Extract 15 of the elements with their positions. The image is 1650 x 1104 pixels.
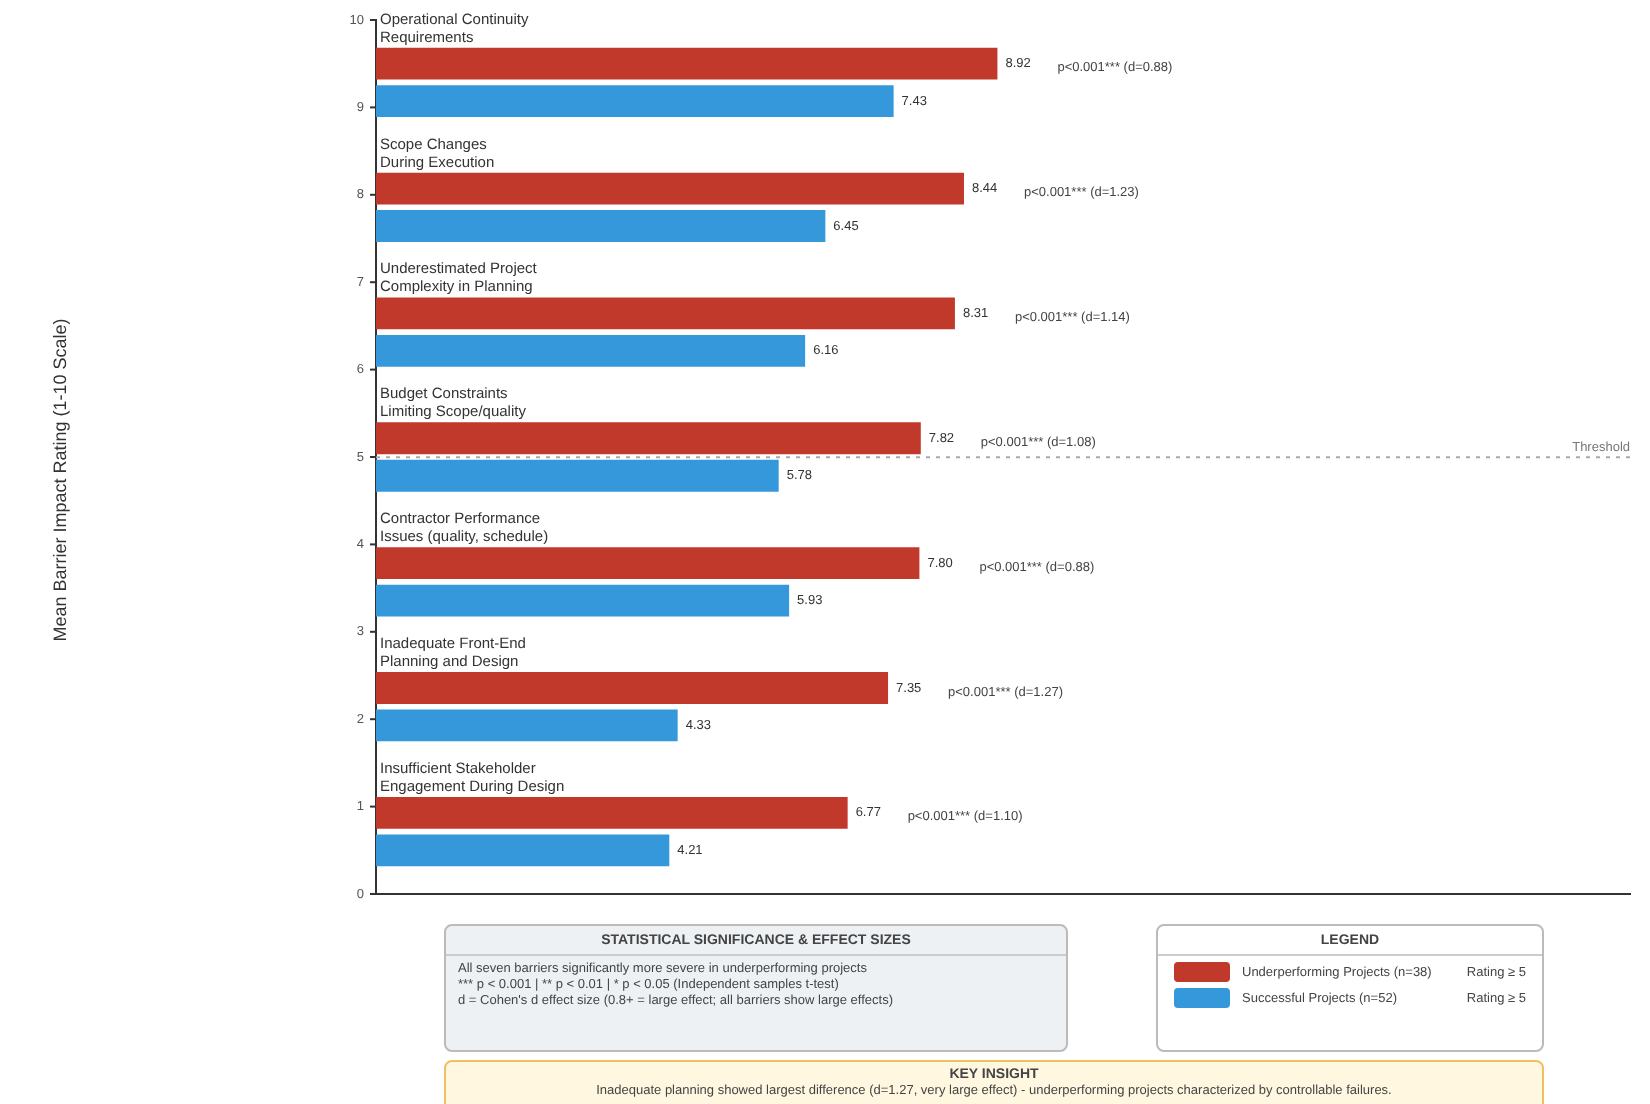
bar	[376, 334, 806, 367]
bar	[376, 709, 678, 742]
bar	[376, 172, 964, 205]
bar	[376, 47, 998, 80]
bar	[376, 297, 955, 330]
bar	[376, 210, 826, 242]
bar	[376, 672, 889, 704]
bar	[376, 584, 790, 617]
bar	[376, 547, 920, 580]
text: Mean Barrier Impact Rating (1-10 Scale)	[50, 318, 71, 642]
bar	[376, 422, 921, 455]
bar	[376, 834, 670, 867]
bar	[376, 459, 779, 492]
bar	[376, 85, 894, 118]
bar	[376, 796, 848, 829]
